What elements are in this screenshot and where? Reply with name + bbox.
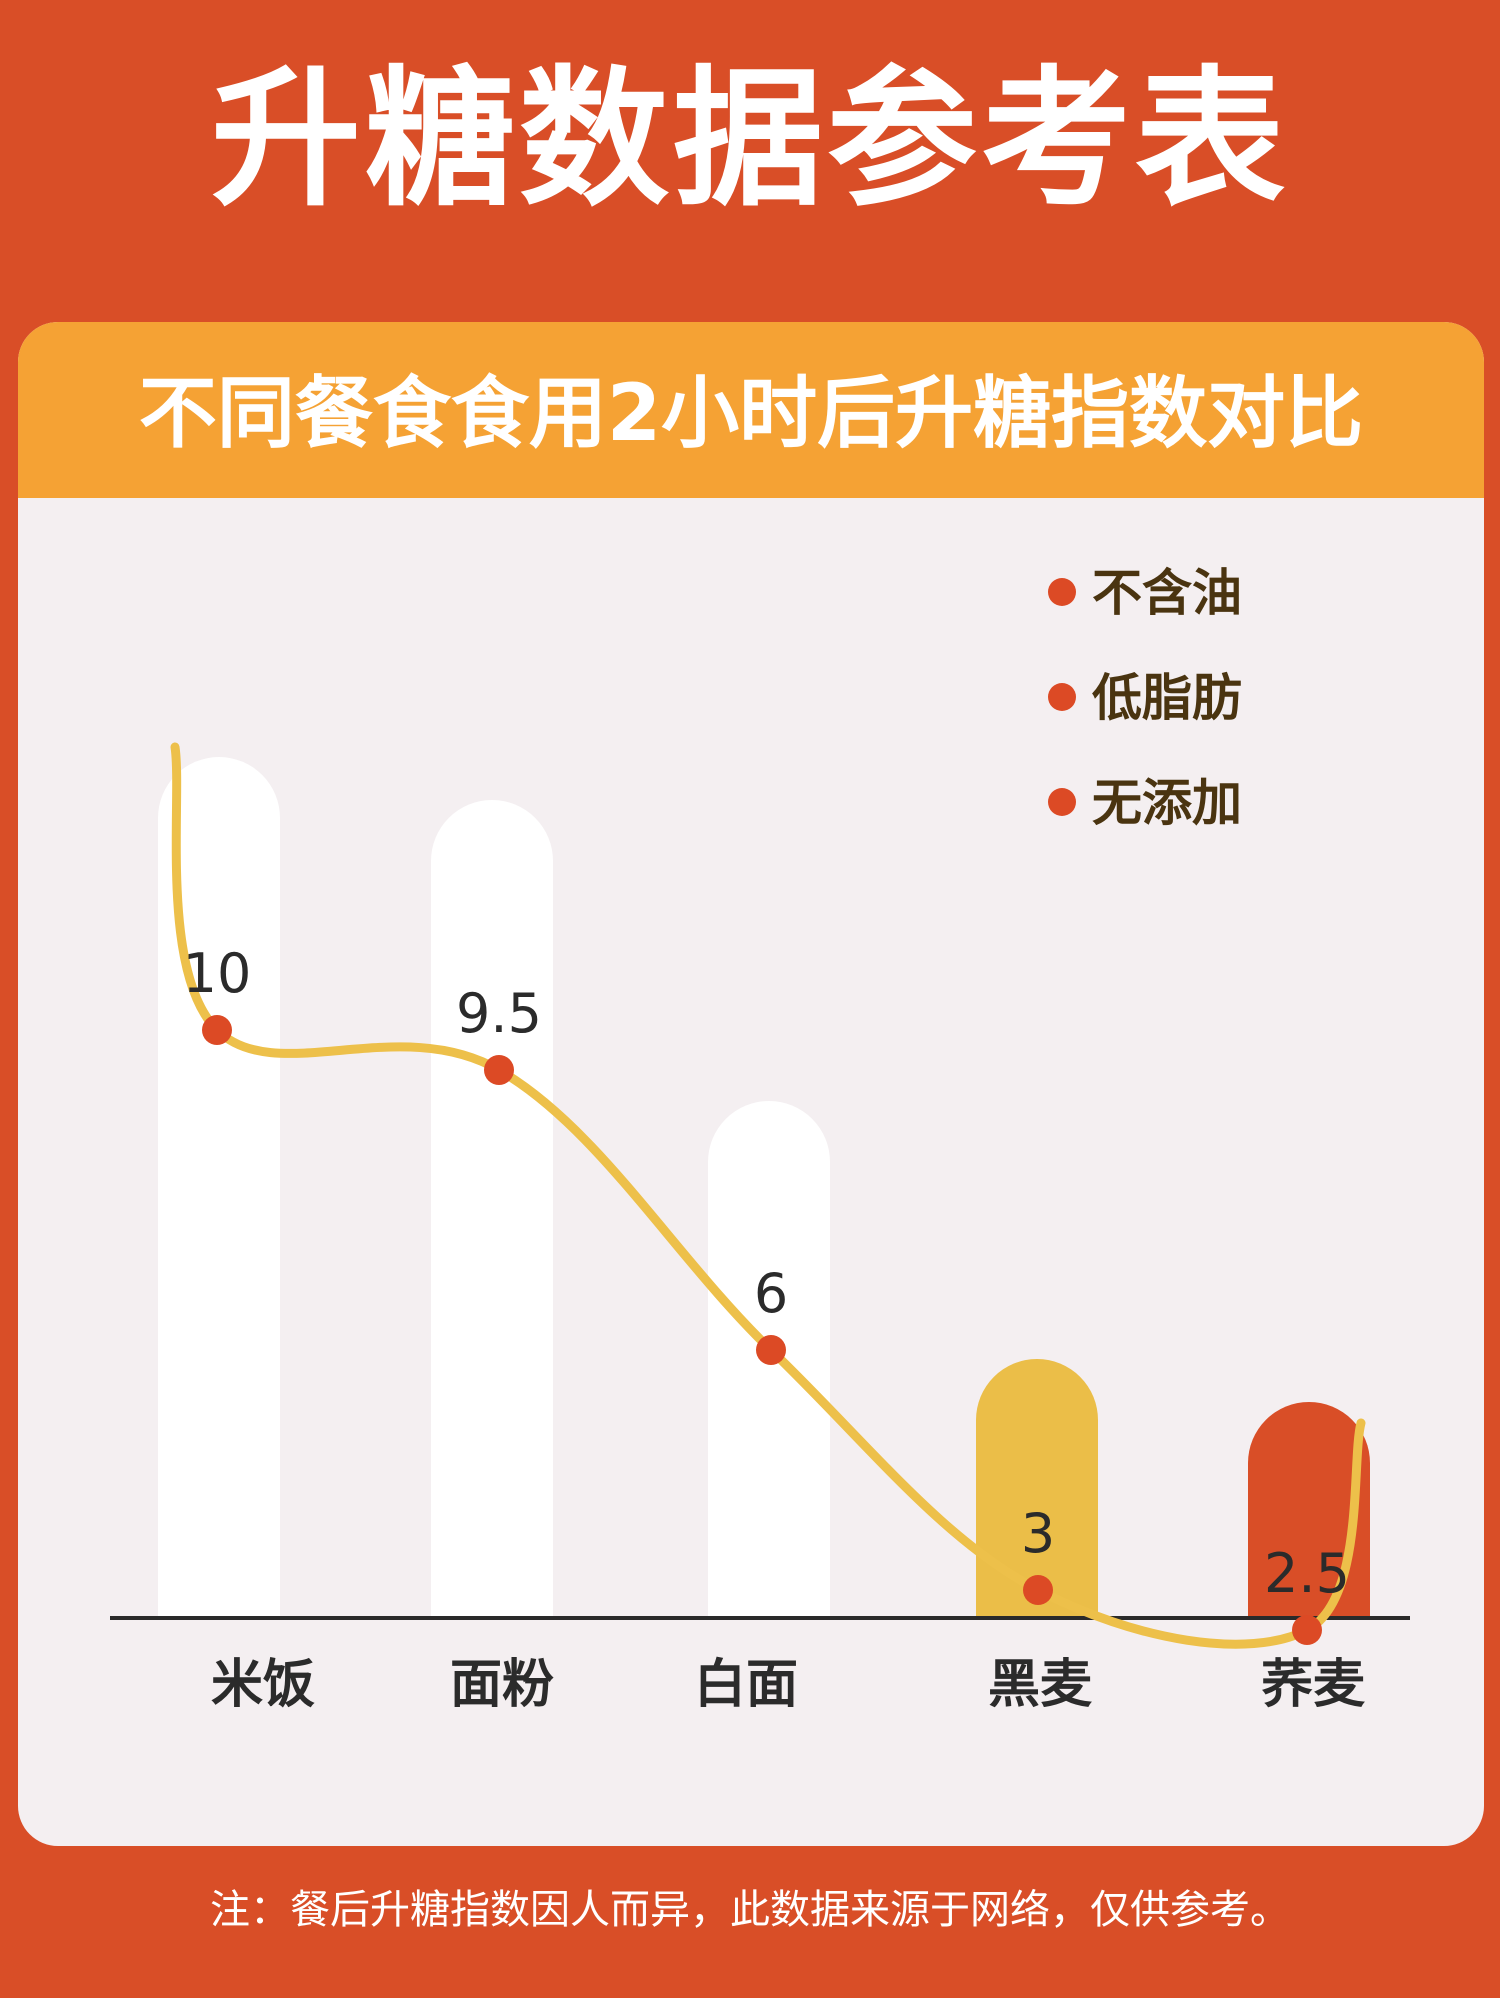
bar-4 (976, 1359, 1098, 1617)
legend-dot-2 (1048, 683, 1076, 711)
legend-label-2: 低脂肪 (1092, 669, 1242, 727)
value-label-4: 3 (1021, 1502, 1055, 1565)
category-label-1: 米饭 (211, 1655, 315, 1715)
legend-dot-3 (1048, 788, 1076, 816)
legend-label-1: 不含油 (1092, 564, 1242, 622)
bar-5 (1248, 1402, 1370, 1617)
data-point-1 (202, 1015, 232, 1045)
chart-card: 不同餐食食用2小时后升糖指数对比 10 9.5 6 3 2.5 米饭 面粉 白面 黑麦 荞麦 不含油… (18, 322, 1484, 1846)
category-label-4: 黑麦 (988, 1655, 1092, 1715)
chart-subtitle: 不同餐食食用2小时后升糖指数对比 (138, 369, 1364, 459)
category-label-2: 面粉 (450, 1655, 554, 1715)
data-point-2 (484, 1055, 514, 1085)
page-title: 升糖数据参考表 (210, 53, 1289, 227)
legend-dot-1 (1048, 578, 1076, 606)
category-label-5: 荞麦 (1261, 1655, 1365, 1715)
bar-2 (431, 800, 553, 1617)
legend-label-3: 无添加 (1092, 774, 1242, 832)
data-point-3 (756, 1335, 786, 1365)
value-label-5: 2.5 (1264, 1542, 1350, 1605)
card-header: 不同餐食食用2小时后升糖指数对比 (18, 322, 1484, 498)
category-label-3: 白面 (694, 1655, 798, 1715)
data-point-5 (1292, 1615, 1322, 1645)
value-label-2: 9.5 (456, 982, 542, 1045)
data-point-4 (1023, 1575, 1053, 1605)
footnote: 注：餐后升糖指数因人而异，此数据来源于网络，仅供参考。 (210, 1887, 1290, 1933)
value-label-3: 6 (754, 1262, 788, 1325)
value-label-1: 10 (183, 942, 252, 1005)
